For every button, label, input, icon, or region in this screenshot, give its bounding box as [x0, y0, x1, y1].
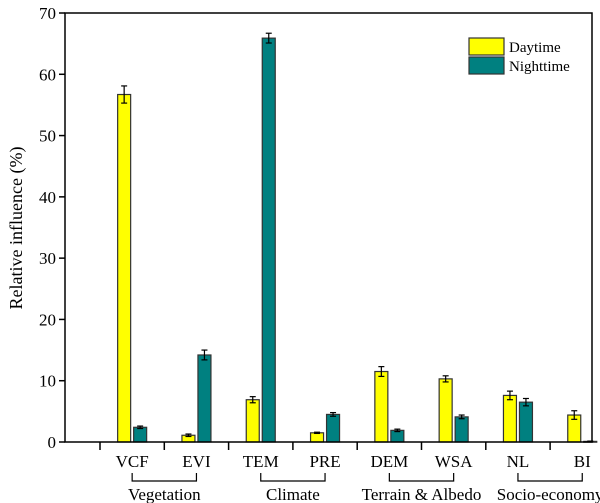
x-tick-label: PRE — [309, 452, 340, 471]
group-bracket — [388, 473, 455, 482]
legend: Daytime Nighttime — [468, 37, 570, 75]
group-label: Terrain & Albedo — [362, 485, 482, 503]
bars-layer — [117, 37, 598, 443]
y-tick-label: 50 — [39, 127, 56, 146]
bar-nighttime-pre — [325, 413, 341, 443]
bar-nighttime-nl — [518, 401, 534, 443]
x-tick-label: EVI — [182, 452, 211, 471]
y-tick-label: 60 — [39, 65, 56, 84]
legend-swatch-daytime — [468, 37, 505, 56]
error-bars-layer — [121, 32, 594, 443]
group-label: Vegetation — [128, 485, 201, 503]
y-tick-label: 30 — [39, 249, 56, 268]
x-tick-label: NL — [507, 452, 530, 471]
legend-label-daytime: Daytime — [509, 40, 561, 56]
group-bracket — [517, 473, 583, 482]
error-bar — [249, 396, 256, 404]
error-bar — [378, 366, 385, 378]
x-tick-label: TEM — [243, 452, 279, 471]
y-axis-title: Relative influence (%) — [6, 147, 27, 310]
error-bar — [394, 428, 401, 433]
bar-nighttime-evi — [197, 354, 212, 443]
legend-swatch-nighttime — [468, 56, 505, 75]
error-bar — [522, 397, 529, 407]
error-bar — [265, 32, 272, 44]
bar-nighttime-tem — [261, 37, 276, 443]
group-label: Socio-economy — [497, 485, 600, 503]
x-tick-label: BI — [574, 452, 591, 471]
error-bar — [314, 431, 321, 435]
x-axis: VCF EVI TEM PRE DEM WSA NL BI — [99, 442, 591, 471]
bar-daytime-pre — [309, 432, 325, 443]
y-tick-label: 0 — [48, 433, 57, 452]
x-tick-label: WSA — [435, 452, 474, 471]
error-bar — [330, 411, 337, 417]
plot-frame — [64, 12, 593, 443]
error-bar — [185, 433, 192, 438]
error-bar — [442, 375, 449, 383]
bar-daytime-wsa — [438, 378, 453, 443]
bar-nighttime-wsa — [454, 416, 469, 443]
error-bar — [121, 85, 128, 104]
x-tick-label: DEM — [370, 452, 408, 471]
y-tick-label: 70 — [39, 4, 56, 23]
error-bar — [201, 349, 208, 361]
y-tick-label: 10 — [39, 372, 56, 391]
bar-daytime-nl — [502, 394, 518, 443]
bar-nighttime-vcf — [133, 426, 148, 443]
y-tick-label: 40 — [39, 188, 56, 207]
y-tick-label: 20 — [39, 310, 56, 329]
legend-label-nighttime: Nighttime — [509, 59, 570, 75]
group-label: Climate — [266, 485, 320, 503]
category-groups: Vegetation Climate Terrain & Albedo Socio-e… — [128, 473, 600, 503]
x-tick-label: VCF — [116, 452, 149, 471]
error-bar — [458, 414, 465, 420]
y-axis: 0 10 20 30 40 50 60 70 — [39, 4, 65, 452]
error-bar — [506, 390, 513, 401]
group-bracket — [260, 473, 326, 482]
bar-daytime-dem — [374, 370, 389, 443]
bar-daytime-tem — [245, 399, 260, 443]
error-bar — [571, 410, 578, 420]
error-bar — [137, 425, 144, 430]
group-bracket — [131, 473, 198, 482]
bar-daytime-vcf — [117, 93, 132, 443]
